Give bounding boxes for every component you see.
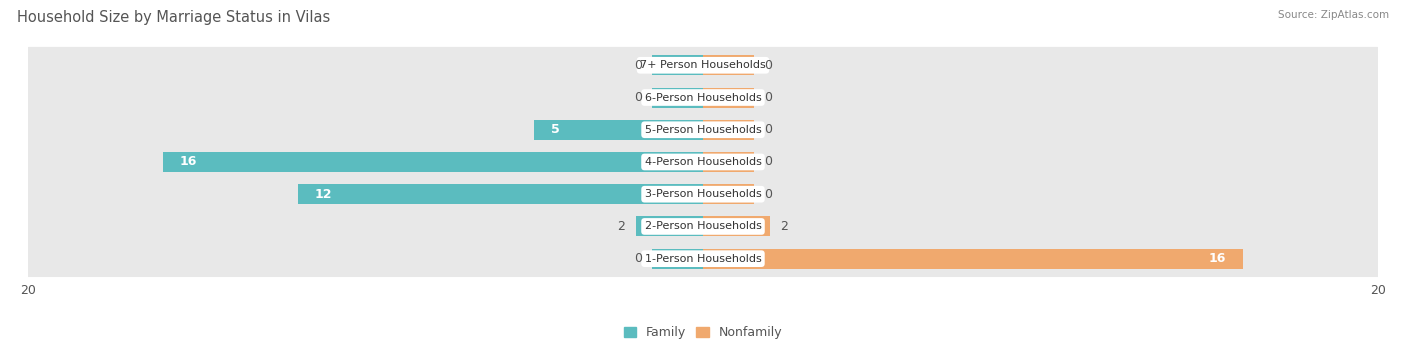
FancyBboxPatch shape — [22, 112, 1384, 148]
Text: 0: 0 — [634, 91, 643, 104]
Bar — [703, 55, 754, 75]
FancyBboxPatch shape — [22, 240, 1384, 277]
Bar — [534, 120, 703, 140]
Bar — [652, 55, 703, 75]
Bar — [703, 249, 1243, 269]
Text: 7+ Person Households: 7+ Person Households — [640, 60, 766, 70]
Text: 16: 16 — [1209, 252, 1226, 265]
Text: 0: 0 — [634, 252, 643, 265]
Text: Source: ZipAtlas.com: Source: ZipAtlas.com — [1278, 10, 1389, 20]
Text: 2: 2 — [617, 220, 626, 233]
Text: 6-Person Households: 6-Person Households — [644, 92, 762, 103]
FancyBboxPatch shape — [22, 79, 1384, 116]
Text: 1-Person Households: 1-Person Households — [644, 254, 762, 264]
FancyBboxPatch shape — [22, 208, 1384, 245]
Bar — [703, 217, 770, 236]
Bar — [703, 120, 754, 140]
Text: 16: 16 — [180, 155, 197, 168]
Text: 0: 0 — [763, 59, 772, 72]
Text: 12: 12 — [315, 188, 332, 201]
Text: 5: 5 — [551, 123, 560, 136]
Legend: Family, Nonfamily: Family, Nonfamily — [624, 326, 782, 339]
FancyBboxPatch shape — [22, 176, 1384, 212]
Bar — [652, 249, 703, 269]
Text: 0: 0 — [763, 155, 772, 168]
Text: 4-Person Households: 4-Person Households — [644, 157, 762, 167]
Bar — [703, 88, 754, 107]
Text: 0: 0 — [763, 123, 772, 136]
Text: 0: 0 — [763, 188, 772, 201]
Text: Household Size by Marriage Status in Vilas: Household Size by Marriage Status in Vil… — [17, 10, 330, 25]
Bar — [163, 152, 703, 172]
Text: 3-Person Households: 3-Person Households — [644, 189, 762, 199]
FancyBboxPatch shape — [22, 47, 1384, 84]
FancyBboxPatch shape — [22, 144, 1384, 180]
Text: 0: 0 — [763, 91, 772, 104]
Bar — [703, 152, 754, 172]
Bar — [703, 184, 754, 204]
Text: 0: 0 — [634, 59, 643, 72]
Bar — [298, 184, 703, 204]
Text: 2: 2 — [780, 220, 789, 233]
Bar — [636, 217, 703, 236]
Bar — [652, 88, 703, 107]
Text: 5-Person Households: 5-Person Households — [644, 125, 762, 135]
Text: 2-Person Households: 2-Person Households — [644, 221, 762, 232]
